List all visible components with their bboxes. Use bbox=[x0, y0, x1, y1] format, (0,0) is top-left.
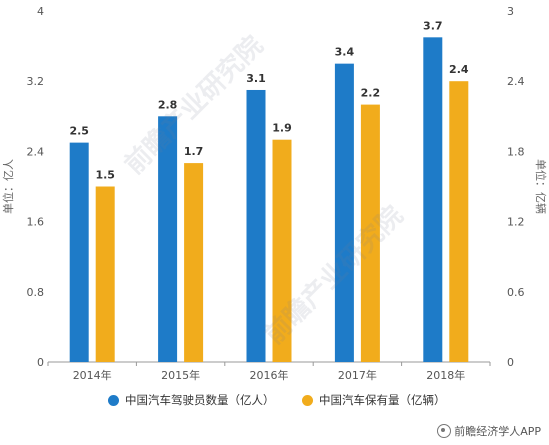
legend-dot-drivers bbox=[108, 394, 119, 406]
source-credit: 前瞻经济学人APP bbox=[437, 423, 541, 439]
data-label-drivers: 3.4 bbox=[335, 46, 355, 59]
chart-bars bbox=[69, 37, 469, 363]
bar-vehicles bbox=[95, 186, 115, 362]
data-label-drivers: 2.8 bbox=[158, 98, 178, 111]
y-left-tick-label: 1.6 bbox=[27, 216, 45, 229]
y-right-tick-label: 0 bbox=[507, 356, 514, 369]
y-right-tick-label: 0.6 bbox=[507, 286, 525, 299]
legend-label-drivers: 中国汽车驾驶员数量（亿人） bbox=[125, 393, 275, 407]
bar-vehicles bbox=[449, 81, 469, 362]
data-label-drivers: 2.5 bbox=[69, 125, 89, 138]
y-left-axis-label: 单位：亿人 bbox=[1, 159, 15, 214]
data-label-vehicles: 1.7 bbox=[184, 145, 204, 158]
source-text: 前瞻经济学人APP bbox=[454, 425, 541, 438]
bar-drivers bbox=[69, 142, 89, 362]
chart-axes: 0 0.8 1.6 2.4 3.2 4 0 0.6 1.2 1.8 2.4 3 单位：亿人 单位：亿辆 20… bbox=[1, 5, 548, 382]
legend-item-drivers: 中国汽车驾驶员数量（亿人） bbox=[108, 392, 275, 408]
y-right-axis-label: 单位：亿辆 bbox=[534, 159, 548, 214]
data-label-vehicles: 2.4 bbox=[449, 63, 469, 76]
chart-labels: 2.5 2.8 3.1 3.4 3.7 1.5 1.7 1.9 2.2 2.4 bbox=[69, 19, 468, 181]
bar-chart: 0 0.8 1.6 2.4 3.2 4 0 0.6 1.2 1.8 2.4 3 单位：亿人 单位：亿辆 20… bbox=[1, 5, 548, 382]
y-right-tick-label: 2.4 bbox=[507, 75, 525, 88]
bar-drivers bbox=[334, 63, 354, 363]
x-tick-label: 2014年 bbox=[73, 368, 112, 382]
bar-vehicles bbox=[184, 163, 204, 362]
bar-drivers bbox=[423, 37, 443, 362]
x-tick-label: 2017年 bbox=[338, 368, 377, 382]
y-right-tick-label: 1.2 bbox=[507, 216, 525, 229]
x-tick-label: 2018年 bbox=[426, 368, 465, 382]
chart-legend: 中国汽车驾驶员数量（亿人） 中国汽车保有量（亿辆） bbox=[0, 392, 549, 412]
y-left-tick-label: 2.4 bbox=[27, 145, 45, 158]
data-label-drivers: 3.1 bbox=[246, 72, 266, 85]
data-label-vehicles: 1.5 bbox=[95, 169, 115, 182]
bar-drivers bbox=[246, 89, 266, 362]
data-label-vehicles: 1.9 bbox=[272, 122, 292, 135]
x-tick-label: 2015年 bbox=[161, 368, 200, 382]
bar-drivers bbox=[158, 116, 178, 362]
source-logo-icon bbox=[437, 424, 452, 438]
y-left-tick-label: 0.8 bbox=[27, 286, 45, 299]
y-left-tick-label: 3.2 bbox=[27, 75, 45, 88]
bar-vehicles bbox=[360, 104, 380, 362]
y-left-tick-label: 0 bbox=[37, 356, 44, 369]
data-label-vehicles: 2.2 bbox=[361, 87, 381, 100]
legend-item-vehicles: 中国汽车保有量（亿辆） bbox=[302, 392, 446, 408]
y-right-tick-label: 1.8 bbox=[507, 145, 525, 158]
legend-label-vehicles: 中国汽车保有量（亿辆） bbox=[319, 393, 446, 407]
y-right-tick-label: 3 bbox=[507, 5, 514, 18]
bar-vehicles bbox=[272, 139, 292, 362]
data-label-drivers: 3.7 bbox=[423, 19, 443, 32]
legend-dot-vehicles bbox=[302, 394, 313, 406]
x-tick-label: 2016年 bbox=[250, 368, 289, 382]
y-left-tick-label: 4 bbox=[37, 5, 44, 18]
